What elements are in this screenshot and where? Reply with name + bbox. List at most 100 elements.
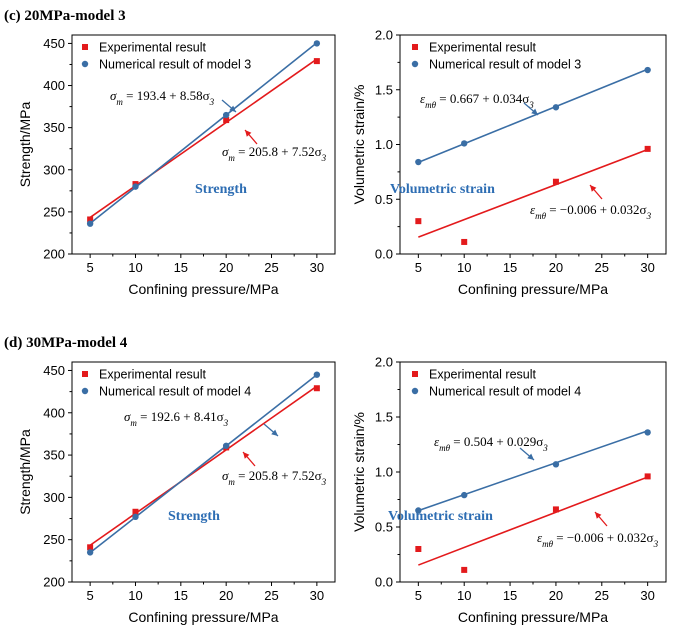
inner-label: Strength (195, 182, 247, 197)
equation-numerical: εmθ = 0.504 + 0.029σ3 (434, 434, 548, 453)
x-tick-label: 5 (87, 260, 94, 275)
series-numerical (86, 371, 321, 556)
x-axis-title: Confining pressure/MPa (128, 281, 278, 297)
legend-label: Numerical result of model 4 (99, 385, 251, 399)
data-point-circle (644, 66, 651, 74)
legend-marker-square (82, 371, 88, 377)
y-tick-label: 1.5 (375, 410, 393, 425)
fit-line (89, 42, 318, 225)
x-tick-label: 10 (128, 588, 142, 603)
equation-numerical: σm = 192.6 + 8.41σ3 (124, 409, 229, 428)
y-tick-label: 350 (43, 120, 65, 135)
y-axis-title: Volumetric strain/% (351, 85, 367, 205)
data-point-square (552, 178, 559, 185)
x-tick-label: 15 (503, 588, 517, 603)
arrow-head (527, 453, 534, 460)
x-axis-title: Confining pressure/MPa (458, 609, 608, 625)
data-point-circle (222, 111, 230, 119)
arrow-numerical (523, 102, 539, 116)
y-tick-label: 400 (43, 405, 65, 420)
y-tick-label: 1.5 (375, 82, 393, 97)
x-tick-label: 20 (549, 260, 563, 275)
x-tick-label: 5 (415, 588, 422, 603)
series-numerical (415, 429, 651, 514)
legend-label: Numerical result of model 3 (99, 58, 251, 72)
inner-label: Strength (168, 509, 220, 524)
series-experimental (415, 473, 651, 573)
x-tick-label: 5 (415, 260, 422, 275)
y-tick-label: 200 (43, 247, 65, 262)
fit-line (89, 58, 318, 219)
panel-title-c: (c) 20MPa-model 3 (4, 8, 126, 24)
x-tick-label: 30 (640, 588, 654, 603)
data-point-circle (461, 140, 468, 147)
data-point-square (644, 145, 651, 152)
x-tick-label: 20 (219, 260, 233, 275)
data-point-square (552, 506, 559, 513)
y-tick-label: 0.0 (375, 575, 393, 590)
y-tick-label: 250 (43, 532, 65, 547)
chart-d-strength: 5 10 15 20 25 30 200 250 300 350 400 450 Confining p… (17, 361, 336, 625)
data-point-circle (132, 183, 139, 190)
x-tick-label: 20 (549, 588, 563, 603)
x-axis-title: Confining pressure/MPa (458, 281, 608, 297)
arrow-experimental (594, 511, 608, 527)
y-tick-label: 400 (43, 78, 65, 93)
y-tick-label: 450 (43, 363, 65, 378)
arrow-head (243, 452, 250, 459)
legend-marker-circle (81, 387, 89, 395)
data-point-circle (86, 220, 94, 227)
y-axis-title: Strength/MPa (17, 429, 33, 515)
series-numerical (86, 40, 321, 227)
equation-experimental: εmθ = −0.006 + 0.032σ3 (537, 530, 659, 549)
y-tick-label: 250 (43, 204, 65, 219)
data-point-square (415, 218, 422, 225)
data-point-circle (313, 371, 321, 378)
data-point-circle (552, 104, 560, 111)
x-tick-label: 25 (595, 588, 609, 603)
y-tick-label: 0.5 (375, 192, 393, 207)
equation-experimental: σm = 205.8 + 7.52σ3 (222, 144, 327, 163)
x-tick-label: 10 (457, 260, 471, 275)
equation-experimental: σm = 205.8 + 7.52σ3 (222, 468, 327, 487)
data-point-square (461, 566, 468, 573)
x-tick-label: 25 (264, 260, 278, 275)
y-tick-label: 1.0 (375, 465, 393, 480)
arrow-experimental (244, 129, 258, 145)
equation-experimental: εmθ = −0.006 + 0.032σ3 (530, 202, 652, 221)
x-tick-label: 30 (310, 588, 324, 603)
x-tick-label: 10 (457, 588, 471, 603)
x-tick-label: 15 (503, 260, 517, 275)
equation-numerical: εmθ = 0.667 + 0.034σ3 (420, 91, 534, 110)
arrow-experimental (589, 184, 603, 200)
legend-label: Numerical result of model 4 (429, 385, 581, 399)
legend-marker-square (412, 371, 418, 377)
y-tick-label: 200 (43, 575, 65, 590)
data-point-square (313, 385, 320, 392)
panel-title-d: (d) 30MPa-model 4 (4, 335, 128, 351)
arrow-head (590, 185, 597, 192)
chart-c-strength: 5 10 15 20 25 30 200 250 300 350 400 450 Confining p… (17, 34, 336, 297)
data-point-circle (461, 491, 468, 499)
data-point-circle (415, 507, 422, 514)
fit-line (89, 385, 318, 546)
arrow-experimental (242, 451, 256, 467)
chart-c-volumetric: 5 10 15 20 25 30 0.0 0.5 1.0 1.5 2.0 Confining pres… (351, 28, 667, 297)
data-point-circle (86, 549, 94, 556)
data-point-circle (644, 429, 651, 436)
fit-line (418, 68, 648, 164)
legend-label: Experimental result (99, 41, 207, 55)
y-tick-label: 300 (43, 490, 65, 505)
legend-marker-circle (411, 60, 419, 68)
equation-numerical: σm = 193.4 + 8.58σ3 (110, 88, 215, 107)
legend-label: Experimental result (429, 368, 537, 382)
data-point-square (461, 238, 468, 245)
x-tick-label: 30 (640, 260, 654, 275)
fit-line (418, 476, 648, 566)
y-tick-label: 300 (43, 162, 65, 177)
x-tick-label: 15 (174, 588, 188, 603)
y-tick-label: 450 (43, 36, 65, 51)
inner-label: Volumetric strain (390, 182, 495, 197)
series-numerical (415, 66, 651, 166)
data-point-square (132, 508, 139, 515)
